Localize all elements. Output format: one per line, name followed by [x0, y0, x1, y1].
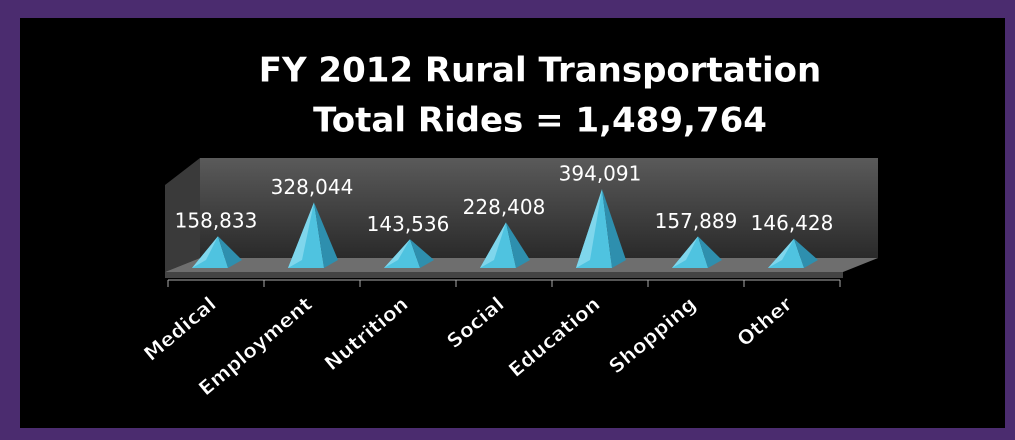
pyramid-side [410, 239, 434, 268]
pyramid-back [672, 236, 698, 268]
pyramid-side [506, 222, 530, 268]
pyramid-side [794, 238, 818, 268]
value-label: 158,833 [175, 209, 258, 233]
value-label: 146,428 [751, 211, 834, 235]
pyramid-back [384, 239, 410, 268]
value-label: 143,536 [367, 212, 450, 236]
pyramid-side [314, 202, 338, 268]
chart-title: FY 2012 Rural Transportation [259, 51, 821, 91]
value-label: 394,091 [559, 162, 642, 186]
chart-subtitle: Total Rides = 1,489,764 [313, 101, 767, 141]
back-wall [200, 158, 878, 258]
pyramid-side [698, 236, 722, 268]
value-label: 157,889 [655, 209, 738, 233]
pyramid-back [480, 222, 506, 268]
pyramid-back [576, 189, 602, 268]
pyramid-back [288, 202, 314, 268]
side-wall [165, 158, 200, 272]
pyramid-back [768, 238, 794, 268]
value-label: 328,044 [271, 175, 354, 199]
pyramid-side [602, 189, 626, 268]
pyramid-back [192, 236, 218, 268]
floor-edge [165, 272, 843, 278]
value-label: 228,408 [463, 195, 546, 219]
pyramid-side [218, 236, 242, 268]
